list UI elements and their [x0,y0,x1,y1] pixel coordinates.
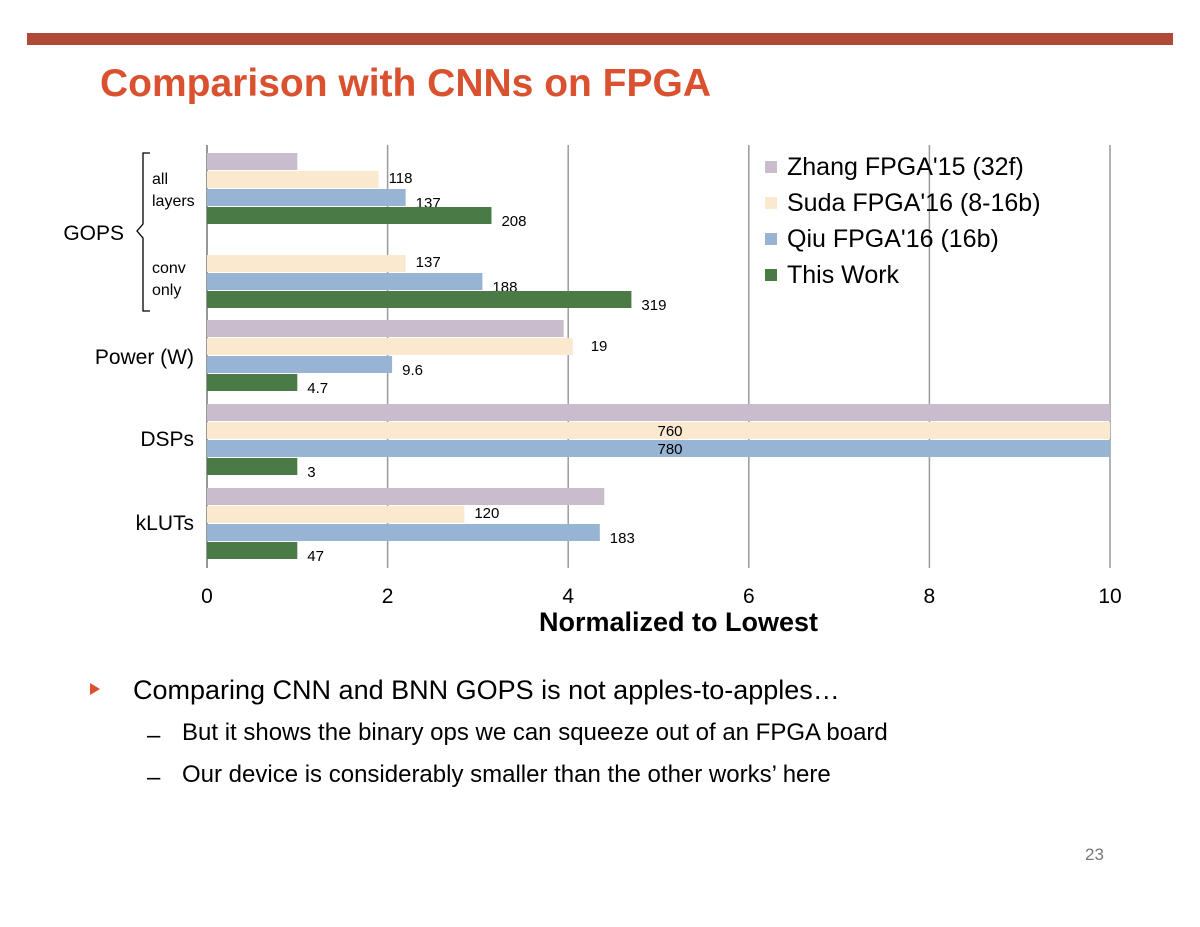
legend-swatch [765,233,777,245]
bar-data-label: 47 [307,548,324,565]
group-label: DSPs [140,428,194,451]
legend-swatch [765,161,777,173]
bar [207,255,406,272]
x-tick-label: 4 [562,585,574,608]
bar [207,542,298,559]
bar [207,524,600,541]
x-tick-label: 8 [924,585,936,608]
x-axis-label: Normalized to Lowest [539,607,818,637]
group-label: Power (W) [95,346,194,369]
bar-data-label: 3 [307,464,315,481]
bar-data-label: 4.7 [307,380,328,397]
bar [207,338,573,355]
bar [207,291,632,308]
bar [207,320,564,337]
legend-entry: Qiu FPGA'16 (16b) [787,225,999,253]
bar [207,273,483,290]
bar [207,458,298,475]
bar-data-label: 137 [416,254,441,271]
group-label: GOPS [63,222,124,245]
bar-data-label: 19 [591,338,608,355]
bar-data-label: 319 [641,297,666,314]
slide-title: Comparison with CNNs on FPGA [100,62,712,105]
bar [207,374,298,391]
x-tick-label: 10 [1098,585,1121,608]
gops-bracket [136,152,150,312]
group-label: kLUTs [136,512,194,535]
bar [207,189,406,206]
bar-data-label: 208 [501,213,526,230]
subgroup-label: only [152,282,181,299]
bar [207,422,1110,439]
bar [207,153,298,170]
subgroup-label: conv [152,260,186,277]
legend-swatch [765,269,777,281]
bar-data-label: 760 [657,423,682,440]
legend-entry: This Work [787,261,900,289]
x-tick-label: 2 [382,585,394,608]
x-tick-label: 6 [743,585,755,608]
page-number: 23 [1085,845,1104,864]
legend-entry: Zhang FPGA'15 (32f) [787,153,1024,181]
subgroup-label: all [152,171,168,188]
bar [207,356,393,373]
bar [207,171,379,188]
legend-swatch [765,197,777,209]
bar [207,207,492,224]
bar-data-label: 183 [610,530,635,547]
legend-entry: Suda FPGA'16 (8-16b) [787,189,1041,217]
bar-data-label: 9.6 [402,362,423,379]
bar [207,440,1110,457]
bar [207,404,1110,421]
bar-data-label: 120 [474,505,499,522]
bar [207,488,605,505]
subgroup-label: layers [152,193,195,210]
slide-top-bar [27,33,1173,45]
bar-data-label: 780 [657,441,682,458]
bar [207,506,465,523]
bar-data-label: 118 [389,170,413,187]
x-tick-label: 0 [201,585,213,608]
